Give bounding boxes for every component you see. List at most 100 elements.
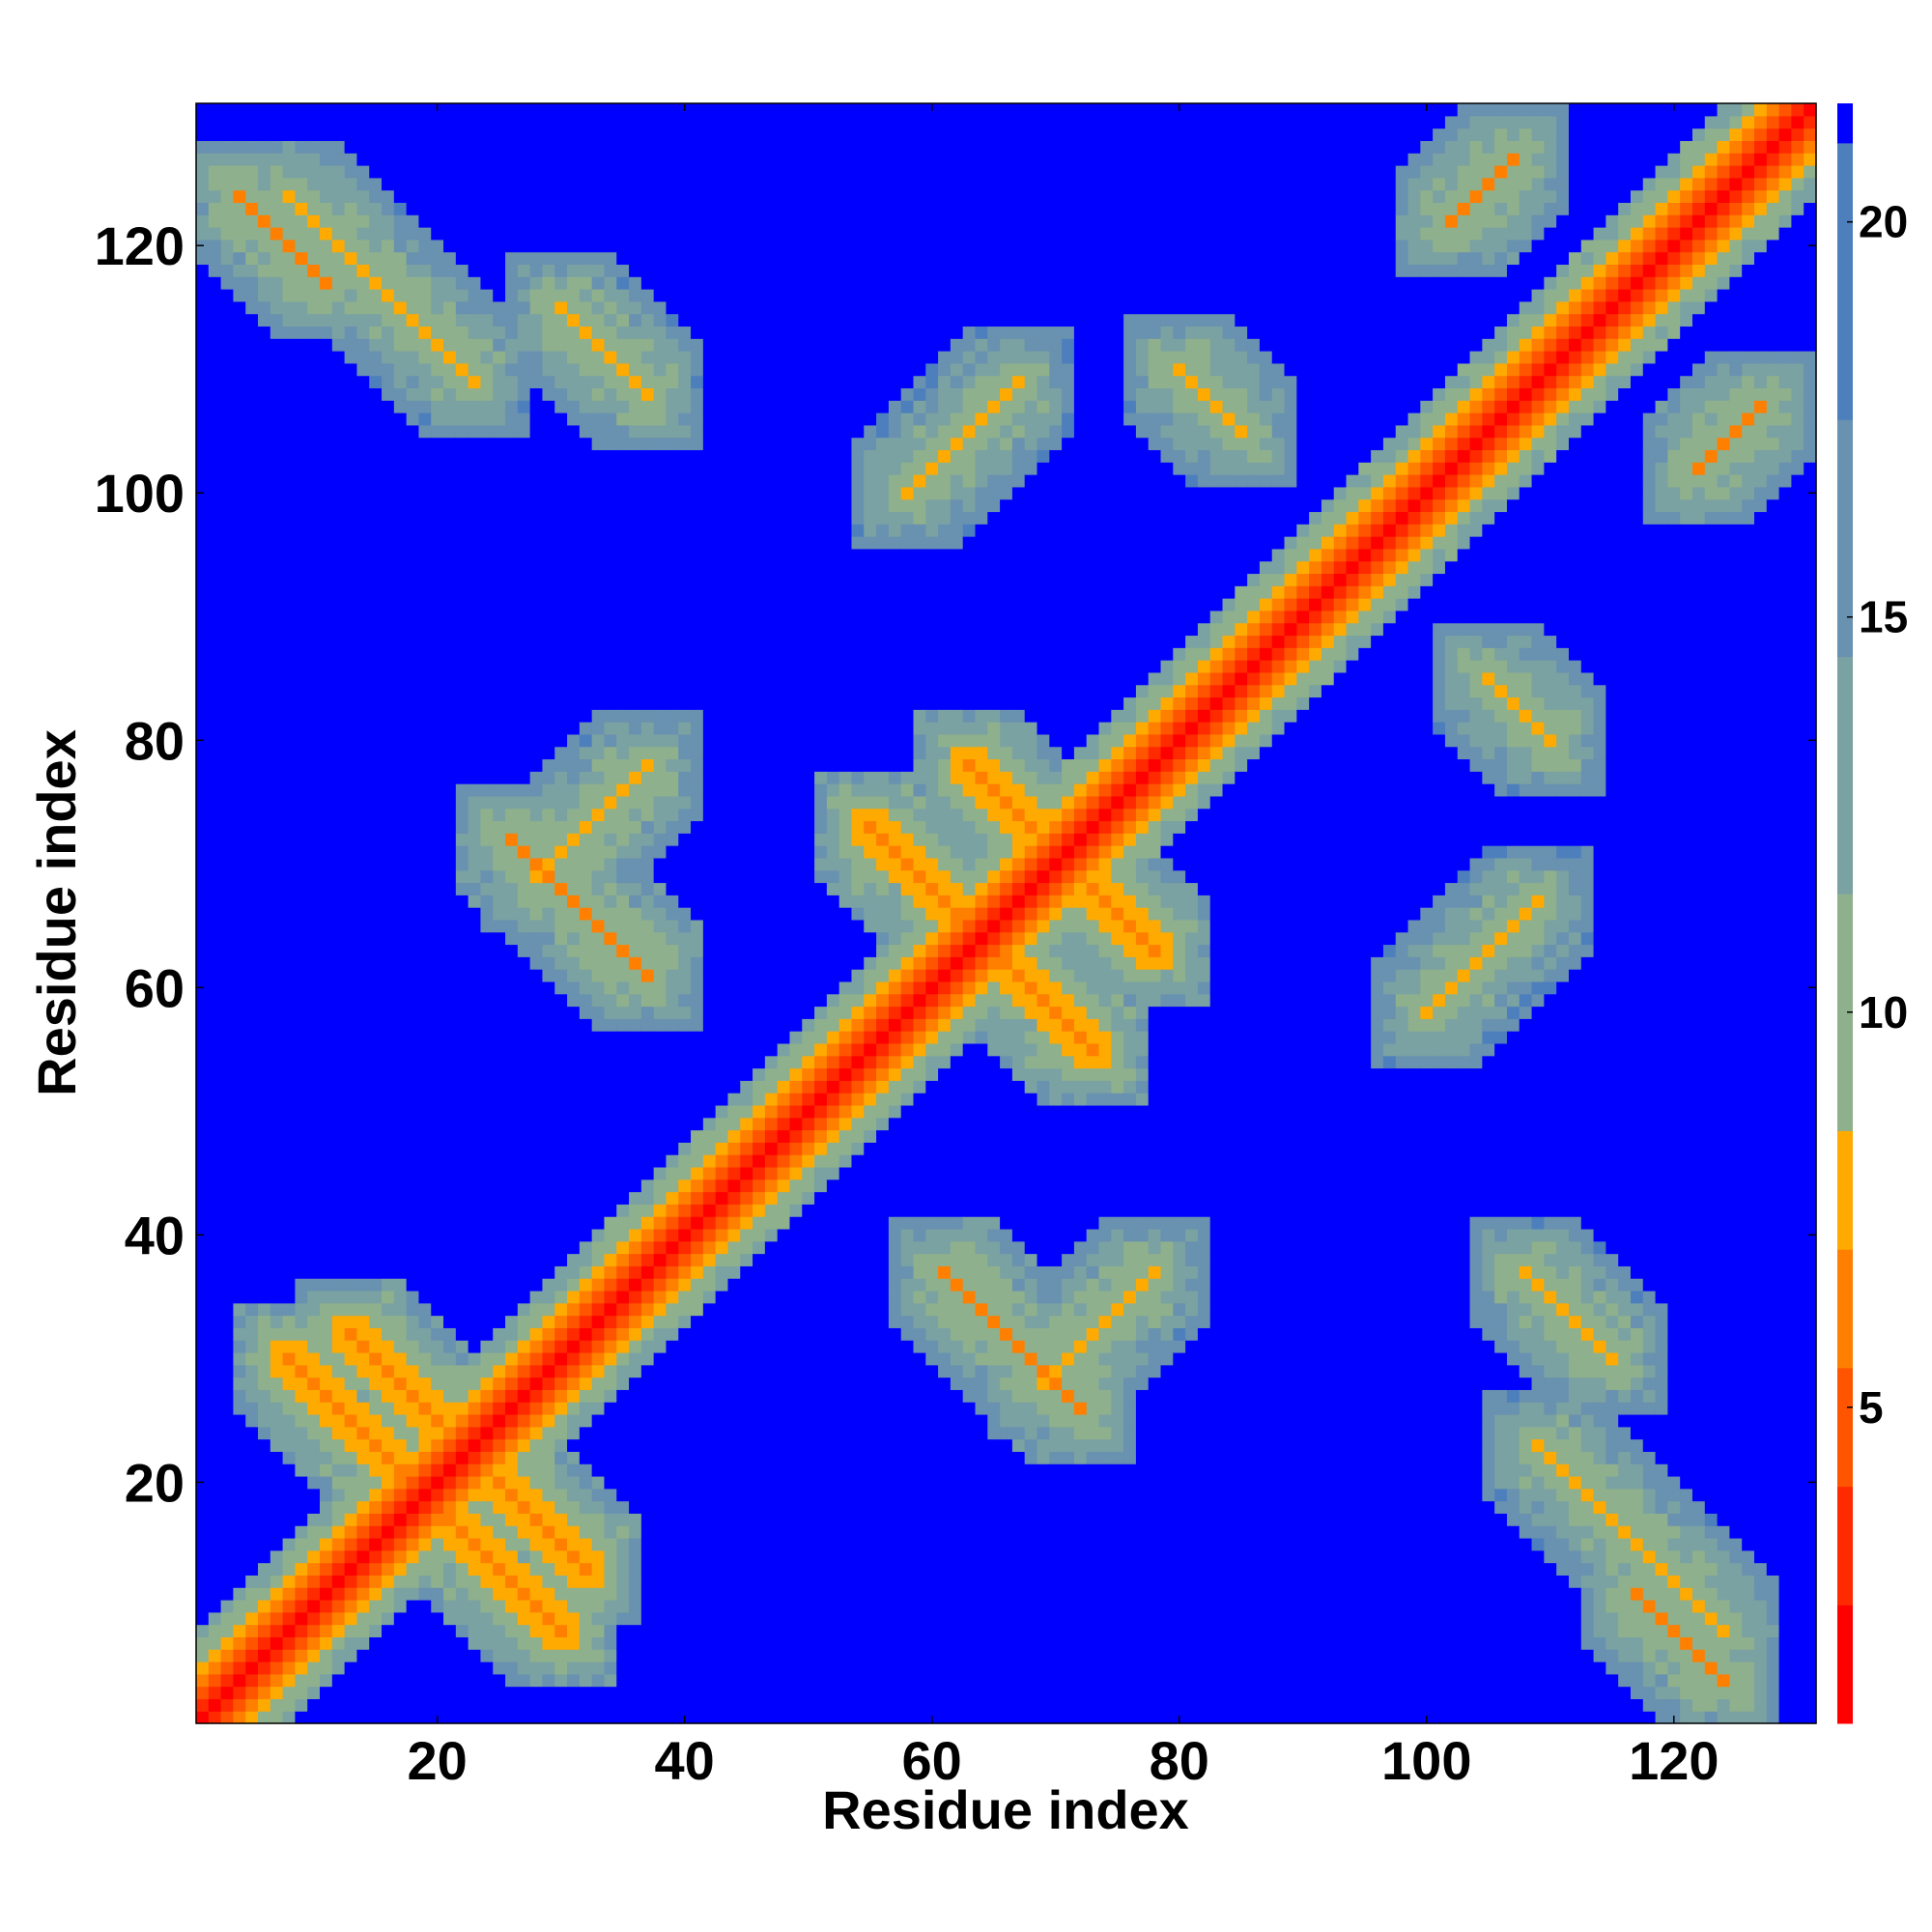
heatmap-cell bbox=[653, 671, 668, 686]
heatmap-cell bbox=[393, 1451, 408, 1464]
heatmap-cell bbox=[356, 276, 370, 290]
heatmap-cell bbox=[270, 1636, 284, 1650]
heatmap-cell bbox=[245, 300, 259, 315]
heatmap-cell bbox=[554, 585, 568, 599]
heatmap-cell bbox=[307, 1661, 321, 1675]
heatmap-cell bbox=[443, 351, 457, 364]
heatmap-cell bbox=[258, 560, 271, 575]
heatmap-cell bbox=[542, 153, 555, 166]
heatmap-cell bbox=[653, 956, 668, 970]
heatmap-cell bbox=[258, 536, 271, 550]
heatmap-cell bbox=[220, 771, 234, 784]
heatmap-cell bbox=[270, 177, 284, 191]
heatmap-cell bbox=[554, 1104, 568, 1119]
heatmap-cell bbox=[196, 869, 210, 884]
heatmap-cell bbox=[542, 289, 555, 302]
heatmap-cell bbox=[208, 1500, 222, 1514]
heatmap-cell bbox=[616, 1475, 630, 1490]
heatmap-cell bbox=[542, 1711, 555, 1724]
heatmap-cell bbox=[529, 313, 544, 327]
heatmap-cell bbox=[233, 585, 246, 599]
heatmap-cell bbox=[616, 585, 630, 599]
heatmap-cell bbox=[529, 1117, 544, 1131]
heatmap-cell bbox=[245, 362, 259, 377]
heatmap-cell bbox=[629, 1673, 642, 1688]
heatmap-cell bbox=[406, 1599, 420, 1613]
heatmap-cell bbox=[493, 387, 506, 401]
heatmap-cell bbox=[258, 1377, 271, 1390]
heatmap-cell bbox=[208, 387, 222, 401]
heatmap-cell bbox=[344, 1475, 358, 1490]
heatmap-cell bbox=[554, 165, 568, 179]
heatmap-cell bbox=[295, 722, 308, 735]
heatmap-cell bbox=[653, 326, 668, 339]
heatmap-cell bbox=[480, 907, 494, 921]
heatmap-cell bbox=[591, 882, 606, 895]
heatmap-cell bbox=[220, 1080, 234, 1094]
heatmap-cell bbox=[245, 944, 259, 957]
heatmap-cell bbox=[344, 808, 358, 822]
heatmap-cell bbox=[258, 1093, 271, 1106]
heatmap-cell bbox=[493, 1537, 506, 1551]
heatmap-cell bbox=[356, 1636, 370, 1650]
heatmap-cell bbox=[616, 1290, 630, 1304]
heatmap-cell bbox=[604, 1104, 617, 1119]
heatmap-cell bbox=[258, 1389, 271, 1403]
heatmap-cell bbox=[493, 585, 506, 599]
heatmap-cell bbox=[393, 919, 408, 933]
heatmap-cell bbox=[431, 993, 444, 1008]
heatmap-cell bbox=[529, 833, 544, 846]
heatmap-cell bbox=[591, 1549, 606, 1564]
heatmap-cell bbox=[307, 993, 321, 1008]
heatmap-cell bbox=[529, 1031, 544, 1044]
heatmap-cell bbox=[629, 671, 642, 686]
heatmap-cell bbox=[382, 1389, 395, 1403]
heatmap-cell bbox=[505, 944, 519, 957]
heatmap-cell bbox=[443, 251, 457, 266]
heatmap-cell bbox=[455, 103, 469, 117]
heatmap-cell bbox=[344, 573, 358, 586]
heatmap-cell bbox=[295, 239, 308, 253]
heatmap-cell bbox=[270, 1018, 284, 1032]
heatmap-cell bbox=[493, 1475, 506, 1490]
heatmap-cell bbox=[554, 375, 568, 389]
heatmap-cell bbox=[331, 1611, 346, 1626]
heatmap-cell bbox=[455, 635, 469, 648]
heatmap-cell bbox=[640, 1179, 655, 1193]
heatmap-cell bbox=[331, 684, 346, 698]
heatmap-cell bbox=[567, 956, 581, 970]
heatmap-cell bbox=[393, 907, 408, 921]
heatmap-cell bbox=[431, 1179, 444, 1193]
heatmap-cell bbox=[196, 128, 210, 141]
heatmap-cell bbox=[406, 115, 420, 129]
heatmap-cell bbox=[344, 1686, 358, 1699]
heatmap-cell bbox=[480, 1302, 494, 1317]
heatmap-cell bbox=[579, 944, 593, 957]
heatmap-cell bbox=[604, 548, 617, 562]
heatmap-cell bbox=[270, 1191, 284, 1205]
heatmap-cell bbox=[393, 931, 408, 946]
heatmap-cell bbox=[554, 1611, 568, 1626]
heatmap-cell bbox=[258, 907, 271, 921]
heatmap-cell bbox=[505, 709, 519, 723]
heatmap-cell bbox=[517, 1686, 531, 1699]
heatmap-cell bbox=[554, 1500, 568, 1514]
heatmap-cell bbox=[307, 1204, 321, 1217]
heatmap-cell bbox=[653, 536, 668, 550]
heatmap-cell bbox=[468, 462, 482, 475]
heatmap-cell bbox=[196, 1216, 210, 1230]
heatmap-cell bbox=[443, 1661, 457, 1675]
heatmap-cell bbox=[591, 1179, 606, 1193]
heatmap-cell bbox=[505, 1413, 519, 1428]
heatmap-cell bbox=[517, 387, 531, 401]
heatmap-cell bbox=[640, 980, 655, 995]
heatmap-cell bbox=[245, 536, 259, 550]
heatmap-cell bbox=[331, 845, 346, 859]
heatmap-cell bbox=[382, 437, 395, 451]
heatmap-cell bbox=[208, 128, 222, 141]
heatmap-cell bbox=[554, 1166, 568, 1180]
heatmap-cell bbox=[468, 1191, 482, 1205]
heatmap-cell bbox=[382, 202, 395, 215]
heatmap-cell bbox=[443, 1426, 457, 1440]
